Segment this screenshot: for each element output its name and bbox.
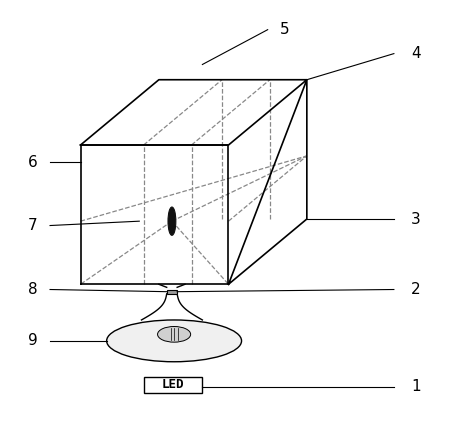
Ellipse shape [106,320,242,362]
Text: 8: 8 [28,282,37,297]
Text: LED: LED [162,378,184,391]
Bar [143,377,202,393]
Ellipse shape [168,207,176,235]
Text: 4: 4 [411,46,420,61]
Text: 7: 7 [28,218,37,233]
Bar [167,290,177,294]
Text: 5: 5 [280,22,290,37]
Text: 2: 2 [411,282,420,297]
Ellipse shape [158,326,191,342]
Text: 1: 1 [411,379,420,394]
Text: 3: 3 [411,212,420,226]
Text: 9: 9 [28,333,37,348]
Text: 6: 6 [28,155,37,170]
